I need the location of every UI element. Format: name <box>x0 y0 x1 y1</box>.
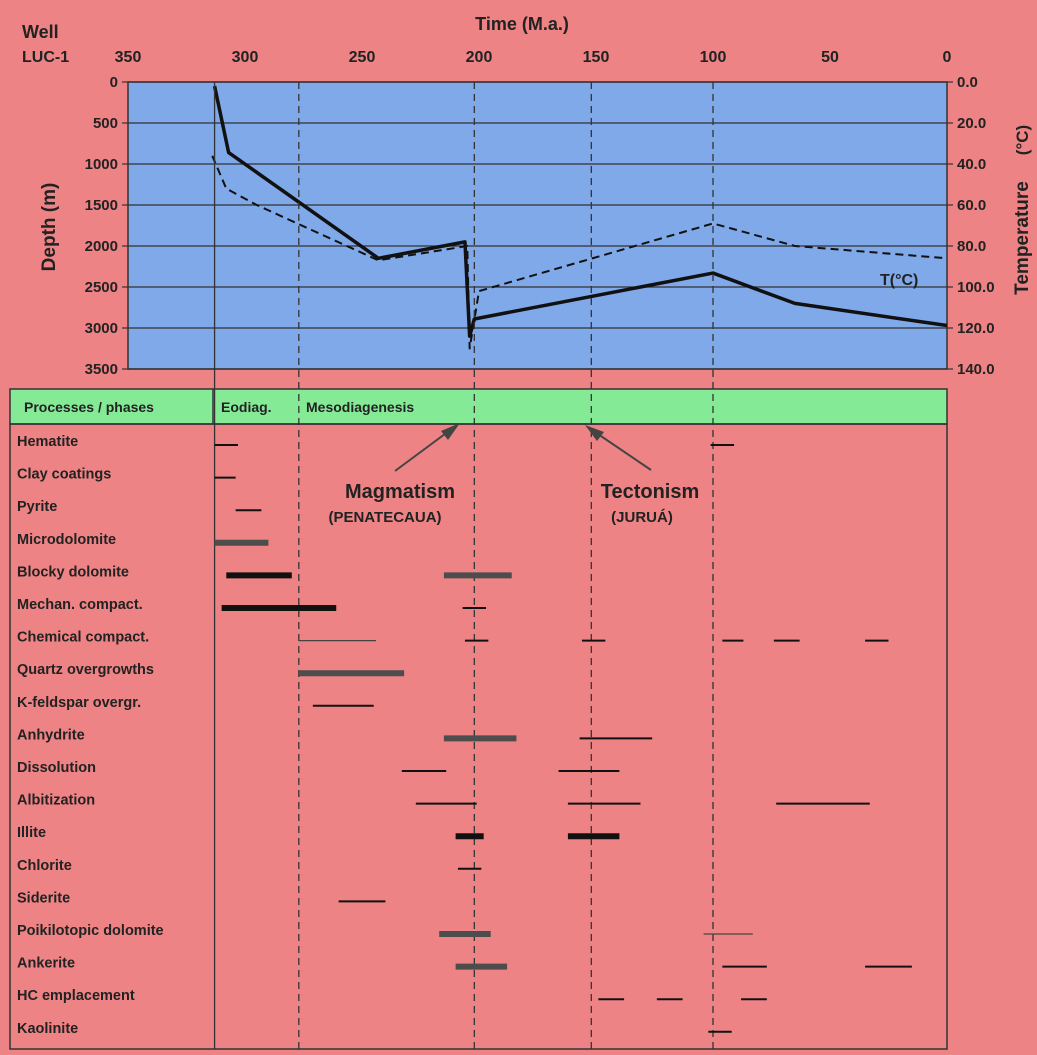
right-axis-unit: (°C) <box>1013 125 1032 155</box>
process-label: Clay coatings <box>17 467 111 483</box>
tectonism-arrowhead <box>585 425 604 441</box>
x-tick-label: 50 <box>821 49 839 66</box>
process-label: Mechan. compact. <box>17 597 143 613</box>
process-label: Anhydrite <box>17 727 85 743</box>
y-tick-label: 3500 <box>85 361 118 378</box>
process-label: Chemical compact. <box>17 630 149 646</box>
tectonism-subtitle: (JURUÁ) <box>611 509 673 526</box>
y2-tick-label: 120.0 <box>957 320 995 337</box>
top-axis-title: Time (M.a.) <box>475 14 569 34</box>
depth-gridlines <box>128 81 947 370</box>
process-label: Poikilotopic dolomite <box>17 923 164 939</box>
process-label: Hematite <box>17 434 78 450</box>
y2-tick-label: 60.0 <box>957 197 986 214</box>
y-tick-label: 2000 <box>85 238 118 255</box>
process-label: Blocky dolomite <box>17 564 129 580</box>
magmatism-arrow <box>394 427 454 472</box>
tectonism-title: Tectonism <box>601 481 700 503</box>
right-axis-title: Temperature <box>1012 181 1033 295</box>
x-tick-label: 300 <box>232 49 259 66</box>
x-tick-label: 250 <box>349 49 376 66</box>
process-label: Illite <box>17 825 46 841</box>
magmatism-arrowhead <box>441 423 460 440</box>
x-tick-label: 200 <box>466 49 493 66</box>
y2-tick-label: 80.0 <box>957 238 986 255</box>
x-tick-label: 0 <box>943 49 952 66</box>
process-label: HC emplacement <box>17 988 135 1004</box>
well-name: LUC-1 <box>22 49 69 66</box>
y-tick-label: 1500 <box>85 197 118 214</box>
process-label: Albitization <box>17 793 95 809</box>
process-label: Quartz overgrowths <box>17 662 154 678</box>
magmatism-title: Magmatism <box>345 481 455 503</box>
eodiagenesis-label: Eodiag. <box>221 399 272 415</box>
process-bars <box>214 444 912 1033</box>
tectonism-arrow <box>591 429 652 471</box>
process-panel <box>9 423 948 1050</box>
left-axis-title: Depth (m) <box>39 183 60 272</box>
y-tick-label: 2500 <box>85 279 118 296</box>
y-tick-label: 3000 <box>85 320 118 337</box>
depth-tick-labels: 0 500 1000 1500 2000 2500 3000 3500 <box>85 74 128 378</box>
well-label: Well <box>22 22 59 42</box>
process-label: K-feldspar overgr. <box>17 695 141 711</box>
y2-tick-label: 0.0 <box>957 74 978 91</box>
process-label: Chlorite <box>17 858 72 874</box>
y2-tick-label: 40.0 <box>957 156 986 173</box>
temperature-curve <box>211 155 948 350</box>
y2-tick-label: 20.0 <box>957 115 986 132</box>
magmatism-subtitle: (PENATECAUA) <box>328 509 441 526</box>
burial-plot-area <box>127 81 948 370</box>
y2-tick-label: 140.0 <box>957 361 995 378</box>
x-tick-label: 100 <box>700 49 727 66</box>
temp-curve-label: T(°C) <box>880 272 918 289</box>
process-labels: Hematite Clay coatings Pyrite Microdolomite… <box>17 434 164 1037</box>
x-tick-label: 350 <box>115 49 142 66</box>
y2-tick-label: 100.0 <box>957 279 995 296</box>
process-label: Pyrite <box>17 499 57 515</box>
mesodiagenesis-label: Mesodiagenesis <box>306 399 414 415</box>
time-marker-lines <box>213 82 714 1049</box>
process-label: Microdolomite <box>17 532 116 548</box>
process-label: Dissolution <box>17 760 96 776</box>
x-tick-labels: 350 300 250 200 150 100 50 0 <box>115 49 952 66</box>
y-tick-label: 500 <box>93 115 118 132</box>
burial-series <box>211 85 948 350</box>
process-label: Siderite <box>17 890 70 906</box>
temperature-tick-labels: 0.0 20.0 40.0 60.0 80.0 100.0 120.0 140.0 <box>947 74 995 378</box>
process-label: Ankerite <box>17 956 75 972</box>
process-label: Kaolinite <box>17 1021 78 1037</box>
phase-header-label: Processes / phases <box>24 399 154 415</box>
x-tick-label: 150 <box>583 49 610 66</box>
y-tick-label: 1000 <box>85 156 118 173</box>
y-tick-label: 0 <box>110 74 118 91</box>
